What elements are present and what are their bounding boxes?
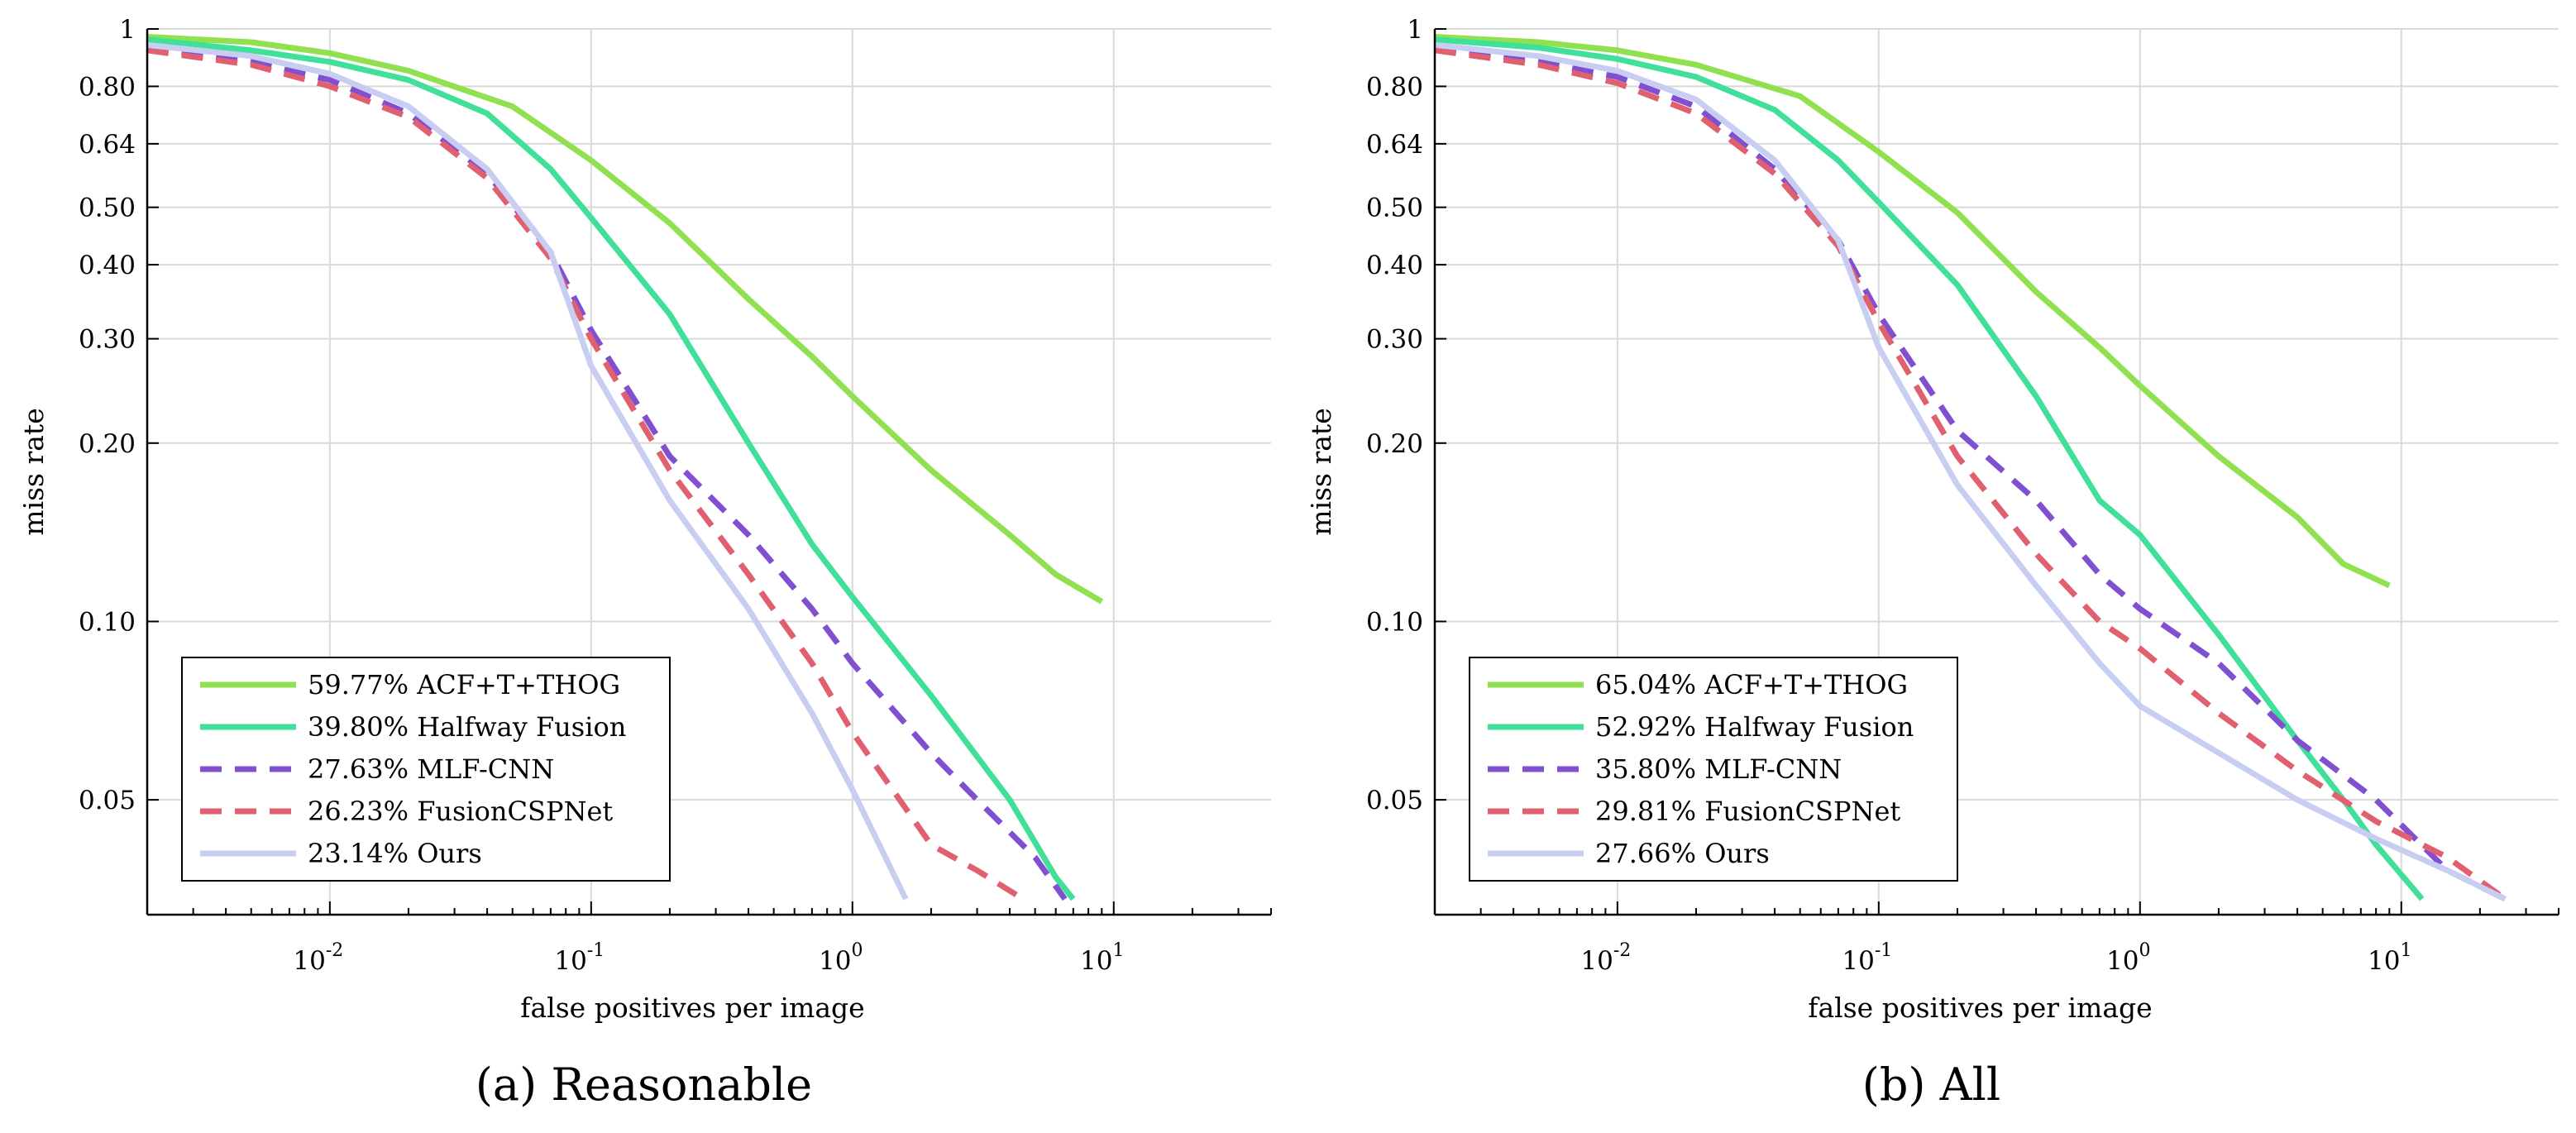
legend-box — [181, 657, 671, 882]
legend-label-39-80-halfway-fusion: 39.80% Halfway Fusion — [308, 711, 626, 743]
chart-panel-all: 0.05 0.10 0.20 0.30 0.40 0.50 0.64 0.80 1 10-2 10-… — [1288, 0, 2575, 1133]
y-tick-label: 0.80 — [1366, 72, 1423, 102]
y-tick-label: 0.30 — [79, 325, 136, 355]
x-tick-label: 101 — [1080, 940, 1124, 976]
y-tick-label: 0.10 — [1366, 607, 1423, 637]
series-line-59-77-acf-t-thog — [147, 34, 1104, 605]
x-axis-label: false positives per image — [1808, 992, 2152, 1024]
x-tick-label: 101 — [2368, 940, 2411, 976]
y-axis-label: miss rate — [1305, 408, 1337, 535]
y-tick-label: 0.05 — [79, 786, 136, 815]
y-tick-label: 0.50 — [79, 194, 136, 223]
x-tick-label: 10-2 — [293, 940, 343, 976]
legend-label-65-04-acf-t-thog: 65.04% ACF+T+THOG — [1595, 669, 1908, 700]
series-line-26-23-fusioncspnet — [147, 47, 1025, 902]
y-tick-label: 0.80 — [79, 72, 136, 102]
series-group — [1435, 34, 2507, 902]
chart-panel-reasonable: 0.05 0.10 0.20 0.30 0.40 0.50 0.64 0.80 1 10-2 10-… — [17, 15, 1272, 1111]
legend-label-52-92-halfway-fusion: 52.92% Halfway Fusion — [1595, 711, 1914, 743]
y-tick-label: 0.30 — [1366, 325, 1423, 355]
legend-label-23-14-ours: 23.14% Ours — [308, 838, 482, 869]
x-tick-label: 10-2 — [1580, 940, 1631, 976]
y-axis-label: miss rate — [17, 408, 50, 535]
series-line-27-63-mlf-cnn — [147, 45, 1068, 901]
series-line-65-04-acf-t-thog — [1435, 34, 2391, 589]
x-tick-label: 100 — [819, 940, 863, 976]
legend-label-35-80-mlf-cnn: 35.80% MLF-CNN — [1595, 753, 1842, 785]
series-line-52-92-halfway-fusion — [1435, 36, 2425, 901]
legend-label-27-63-mlf-cnn: 27.63% MLF-CNN — [308, 753, 554, 785]
y-tick-label: 1 — [1407, 15, 1423, 45]
series-line-29-81-fusioncspnet — [1435, 47, 2507, 901]
chart-reasonable: 0.05 0.10 0.20 0.30 0.40 0.50 0.64 0.80 1 10-2 10-… — [17, 15, 1272, 1024]
chart-all: 0.05 0.10 0.20 0.30 0.40 0.50 0.64 0.80 1 10-2 10-… — [1305, 15, 2559, 1024]
legend-label-59-77-acf-t-thog: 59.77% ACF+T+THOG — [308, 669, 620, 700]
series-line-39-80-halfway-fusion — [147, 36, 1076, 901]
y-tick-label: 0.05 — [1366, 786, 1423, 815]
caption-reasonable: (a) Reasonable — [475, 1059, 813, 1111]
x-tick-label: 10-1 — [1842, 940, 1892, 976]
y-tick-label: 1 — [119, 15, 136, 45]
legend-label-26-23-fusioncspnet: 26.23% FusionCSPNet — [308, 796, 613, 827]
x-tick-label: 10-1 — [554, 940, 605, 976]
caption-all: (b) All — [1862, 1059, 2001, 1111]
series-line-23-14-ours — [147, 41, 909, 901]
legend-label-27-66-ours: 27.66% Ours — [1595, 838, 1770, 869]
series-group — [147, 34, 1104, 902]
y-tick-label: 0.40 — [1366, 251, 1423, 280]
y-tick-label: 0.64 — [1366, 130, 1423, 160]
legend-box — [1469, 657, 1958, 882]
series-line-35-80-mlf-cnn — [1435, 45, 2507, 902]
y-tick-label: 0.50 — [1366, 194, 1423, 223]
y-tick-label: 0.64 — [79, 130, 136, 160]
x-axis-label: false positives per image — [520, 992, 864, 1024]
series-line-27-66-ours — [1435, 41, 2507, 902]
y-tick-label: 0.20 — [79, 429, 136, 459]
legend: 59.77% ACF+T+THOG 39.80% Halfway Fusion 27… — [181, 657, 671, 882]
y-tick-label: 0.10 — [79, 607, 136, 637]
legend: 65.04% ACF+T+THOG 52.92% Halfway Fusion 35… — [1469, 657, 1958, 882]
y-tick-label: 0.20 — [1366, 429, 1423, 459]
x-axis-ticks — [1434, 28, 2559, 915]
legend-label-29-81-fusioncspnet: 29.81% FusionCSPNet — [1595, 796, 1900, 827]
y-tick-label: 0.40 — [79, 251, 136, 280]
x-tick-label: 100 — [2106, 940, 2150, 976]
